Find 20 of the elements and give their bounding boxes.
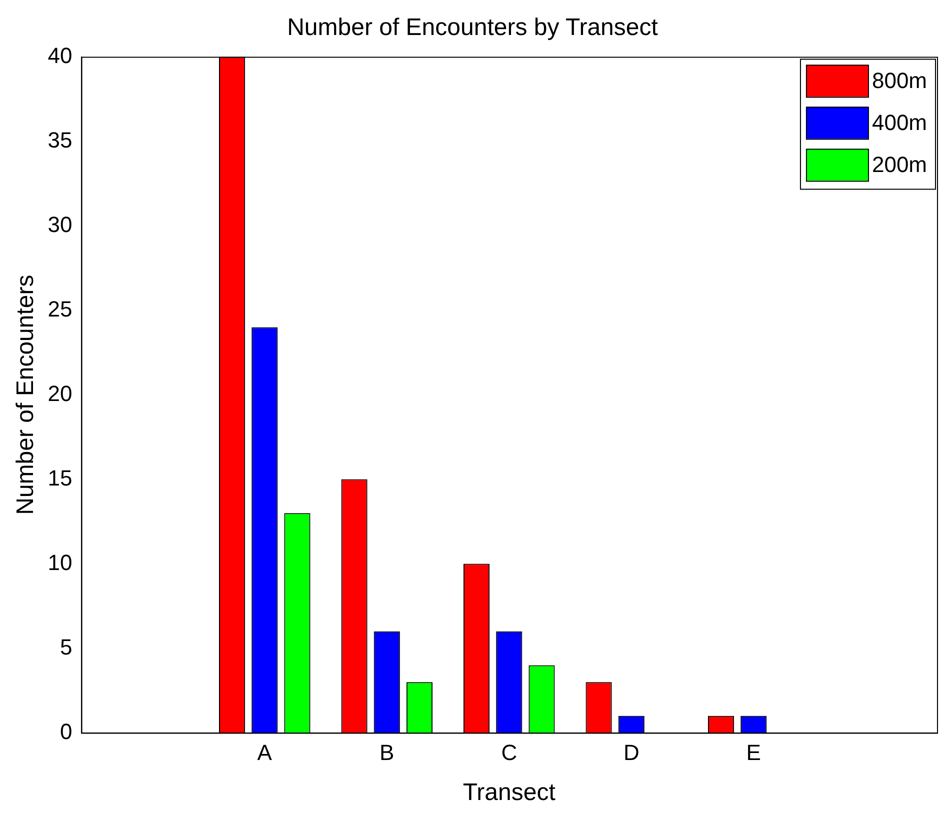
x-tick-label: D	[623, 740, 640, 766]
x-tick-label: C	[501, 740, 518, 766]
legend-label: 400m	[872, 110, 928, 135]
y-tick-label: 10	[48, 550, 72, 575]
legend-label: 200m	[872, 152, 928, 177]
y-tick-label: 35	[48, 127, 72, 152]
legend-label: 800m	[872, 68, 928, 93]
x-tick-label: A	[257, 740, 272, 766]
chart-title: Number of Encounters by Transect	[287, 14, 658, 42]
x-tick-label: E	[746, 740, 761, 766]
y-tick-label: 20	[48, 380, 72, 406]
y-tick-label: 25	[48, 296, 72, 322]
y-tick-label: 30	[48, 212, 72, 237]
y-tick-label: 0	[60, 718, 72, 744]
x-axis-title: Transect	[462, 779, 556, 806]
y-tick-label: 40	[48, 42, 72, 68]
y-axis-title: Number of Encounters	[12, 274, 40, 515]
x-tick-label: B	[380, 740, 394, 766]
y-tick-label: 5	[60, 634, 72, 660]
y-tick-label: 15	[48, 465, 72, 490]
